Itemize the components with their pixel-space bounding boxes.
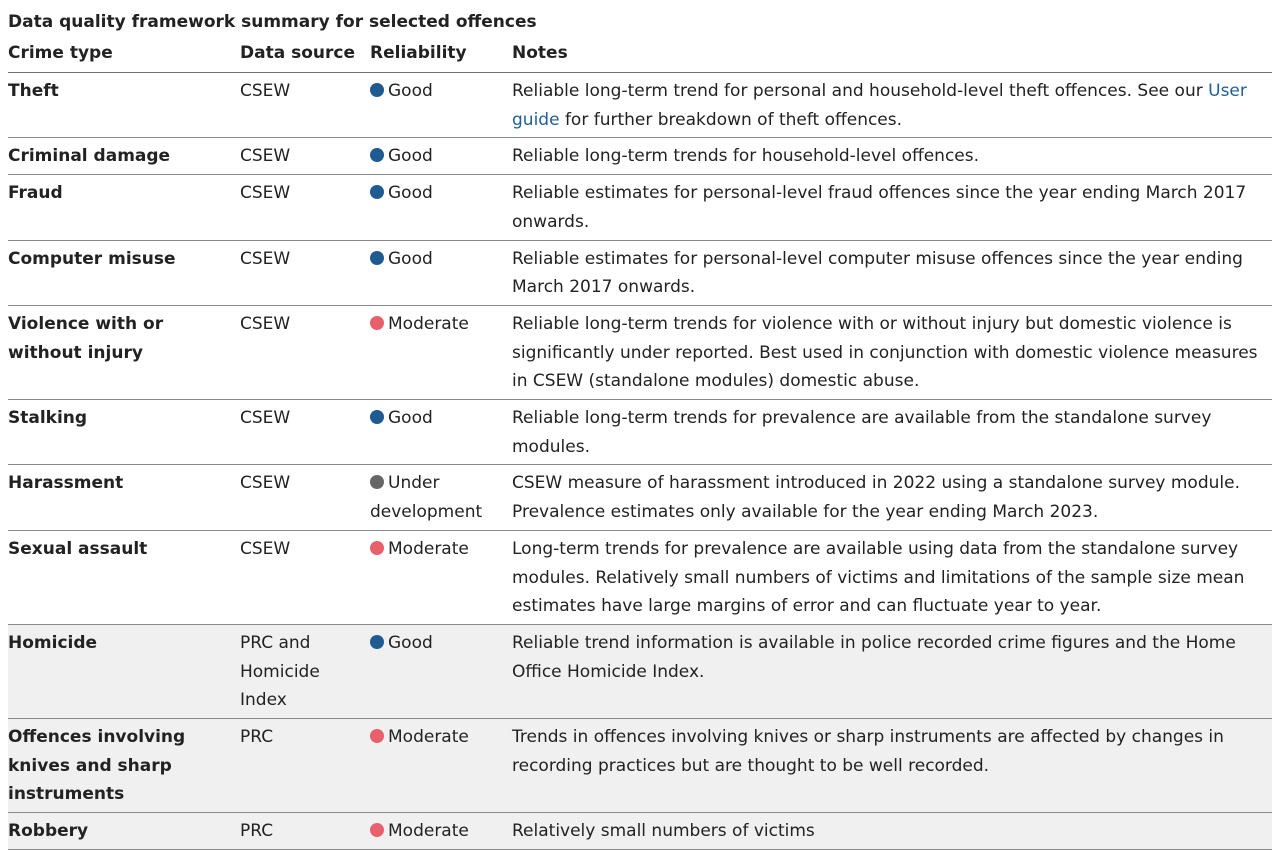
crime-type-cell: Criminal damage (8, 137, 240, 176)
table-row: Violence with or without injury CSEW Mod… (8, 305, 1272, 401)
table-row: Harassment CSEW Under development CSEW m… (8, 464, 1272, 531)
table-row: Stalking CSEW Good Reliable long-term tr… (8, 399, 1272, 466)
reliability-dot-icon (370, 475, 384, 490)
data-source-cell: CSEW (240, 174, 370, 241)
header-notes: Notes (512, 34, 1272, 73)
crime-type-cell: Violence with or without injury (8, 305, 240, 401)
notes-cell: Long-term trends for prevalence are avai… (512, 530, 1272, 625)
reliability-label: Good (388, 408, 433, 429)
reliability-dot-icon (370, 185, 384, 200)
table-row: Fraud CSEW Good Reliable estimates for p… (8, 174, 1272, 241)
notes-cell: Reliable long-term trend for personal an… (512, 72, 1272, 139)
table-row: Theft CSEW Good Reliable long-term trend… (8, 72, 1272, 139)
notes-cell: Reliable long-term trends for violence w… (512, 305, 1272, 401)
reliability-label: Good (388, 146, 433, 167)
table-row: Robbery PRC Moderate Relatively small nu… (8, 812, 1272, 850)
reliability-cell: Good (370, 240, 512, 306)
crime-type-cell: Fraud (8, 174, 240, 241)
header-crime-type: Crime type (8, 34, 240, 73)
reliability-label: Good (388, 632, 433, 653)
reliability-label: Good (388, 248, 433, 269)
reliability-label: Moderate (388, 821, 469, 842)
reliability-dot-icon (370, 823, 384, 838)
reliability-dot-icon (370, 410, 384, 425)
reliability-cell: Moderate (370, 305, 512, 401)
crime-type-cell: Sexual assault (8, 530, 240, 625)
reliability-cell: Good (370, 137, 512, 176)
reliability-dot-icon (370, 729, 384, 744)
reliability-dot-icon (370, 148, 384, 163)
table-row: Computer misuse CSEW Good Reliable estim… (8, 240, 1272, 306)
reliability-cell: Under development (370, 464, 512, 531)
reliability-cell: Good (370, 174, 512, 241)
reliability-cell: Moderate (370, 530, 512, 625)
data-source-cell: PRC and Homicide Index (240, 624, 370, 720)
data-quality-table: Crime type Data source Reliability Notes… (8, 34, 1272, 850)
reliability-dot-icon (370, 250, 384, 265)
data-source-cell: PRC (240, 812, 370, 850)
header-row: Crime type Data source Reliability Notes (8, 34, 1272, 73)
table-caption: Data quality framework summary for selec… (8, 12, 537, 32)
reliability-label: Moderate (388, 727, 469, 748)
notes-cell: Trends in offences involving knives or s… (512, 718, 1272, 814)
notes-cell: Reliable long-term trends for household-… (512, 137, 1272, 176)
table-row: Homicide PRC and Homicide Index Good Rel… (8, 624, 1272, 720)
notes-cell: Reliable estimates for personal-level co… (512, 240, 1272, 306)
data-source-cell: CSEW (240, 399, 370, 466)
data-source-cell: PRC (240, 718, 370, 814)
notes-text: for further breakdown of theft offences. (559, 109, 903, 130)
notes-cell: CSEW measure of harassment introduced in… (512, 464, 1272, 531)
crime-type-cell: Computer misuse (8, 240, 240, 306)
table-row: Criminal damage CSEW Good Reliable long-… (8, 137, 1272, 176)
reliability-dot-icon (370, 83, 384, 97)
table-row: Offences involving knives and sharp inst… (8, 718, 1272, 814)
notes-cell: Reliable estimates for personal-level fr… (512, 174, 1272, 241)
data-source-cell: CSEW (240, 137, 370, 176)
reliability-dot-icon (370, 315, 384, 330)
notes-text: Reliable long-term trend for personal an… (512, 81, 1209, 101)
reliability-label: Moderate (388, 538, 469, 559)
notes-cell: Reliable trend information is available … (512, 624, 1272, 720)
reliability-label: Under development (370, 473, 483, 523)
header-reliability: Reliability (370, 34, 512, 73)
data-source-cell: CSEW (240, 72, 370, 139)
reliability-dot-icon (370, 634, 384, 649)
reliability-label: Good (388, 81, 433, 101)
crime-type-cell: Offences involving knives and sharp inst… (8, 718, 240, 814)
user-guide-link[interactable]: User guide (512, 81, 1247, 130)
reliability-cell: Good (370, 399, 512, 466)
notes-cell: Reliable long-term trends for prevalence… (512, 399, 1272, 466)
table-row: Sexual assault CSEW Moderate Long-term t… (8, 530, 1272, 625)
crime-type-cell: Robbery (8, 812, 240, 850)
reliability-cell: Good (370, 72, 512, 139)
data-source-cell: CSEW (240, 530, 370, 625)
notes-cell: Relatively small numbers of victims (512, 812, 1272, 850)
data-source-cell: CSEW (240, 305, 370, 401)
reliability-cell: Moderate (370, 812, 512, 850)
crime-type-cell: Harassment (8, 464, 240, 531)
reliability-label: Moderate (388, 313, 469, 334)
crime-type-cell: Theft (8, 72, 240, 139)
reliability-cell: Moderate (370, 718, 512, 814)
crime-type-cell: Stalking (8, 399, 240, 466)
header-data-source: Data source (240, 34, 370, 73)
crime-type-cell: Homicide (8, 624, 240, 720)
reliability-label: Good (388, 183, 433, 204)
reliability-cell: Good (370, 624, 512, 720)
data-source-cell: CSEW (240, 464, 370, 531)
reliability-dot-icon (370, 540, 384, 555)
data-source-cell: CSEW (240, 240, 370, 306)
